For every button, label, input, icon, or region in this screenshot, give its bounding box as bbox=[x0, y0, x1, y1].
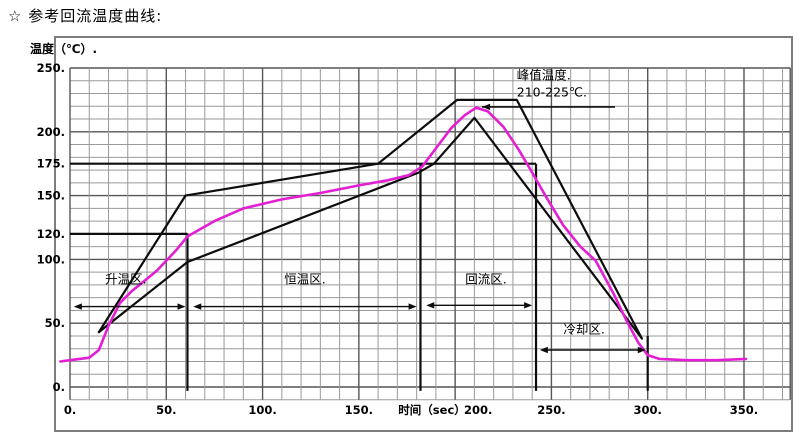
zone-label-3: 冷却区. bbox=[563, 321, 604, 336]
arrowhead-icon bbox=[408, 303, 417, 310]
x-tick-label: 200. bbox=[464, 403, 492, 417]
arrowhead-icon bbox=[637, 346, 646, 354]
y-tick-label: 100. bbox=[37, 252, 65, 266]
curve-temperature_profile bbox=[59, 106, 748, 363]
arrowhead-icon bbox=[73, 303, 82, 310]
arrowhead-icon bbox=[539, 346, 548, 354]
y-tick-label: 120. bbox=[37, 227, 65, 241]
x-tick-label: 100. bbox=[248, 403, 276, 417]
y-tick-label: 50. bbox=[45, 316, 65, 330]
x-tick-label: 350. bbox=[730, 403, 758, 417]
x-tick-label: 250. bbox=[537, 403, 565, 417]
arrowhead-icon bbox=[193, 303, 202, 310]
y-tick-label: 0. bbox=[53, 380, 65, 394]
x-tick-label: 0. bbox=[64, 403, 76, 417]
y-axis-title: 温度（℃）. bbox=[30, 41, 97, 56]
zone-label-0: 升温区. bbox=[105, 272, 146, 287]
y-tick-label: 200. bbox=[37, 125, 65, 139]
y-tick-label: 175. bbox=[37, 157, 65, 171]
peak-annotation-line1: 峰值温度. bbox=[517, 67, 571, 82]
x-tick-label: 300. bbox=[634, 403, 662, 417]
arrowhead-icon bbox=[524, 302, 533, 309]
peak-annotation-line2: 210-225℃. bbox=[517, 85, 587, 100]
y-tick-label: 150. bbox=[37, 189, 65, 203]
y-tick-label: 250. bbox=[37, 61, 65, 75]
curve-upper_limit bbox=[97, 98, 644, 340]
zone-label-2: 回流区. bbox=[465, 272, 506, 287]
x-axis-title: 时间（sec） bbox=[398, 403, 465, 417]
curve-lower_limit bbox=[97, 116, 644, 340]
x-tick-label: 150. bbox=[345, 403, 373, 417]
arrowhead-icon bbox=[482, 103, 491, 111]
zone-label-1: 恒温区. bbox=[284, 272, 325, 287]
arrowhead-icon bbox=[177, 303, 186, 310]
x-tick-label: 50. bbox=[156, 403, 176, 417]
page-title: ☆ 参考回流温度曲线: bbox=[8, 7, 163, 25]
arrowhead-icon bbox=[426, 302, 435, 309]
